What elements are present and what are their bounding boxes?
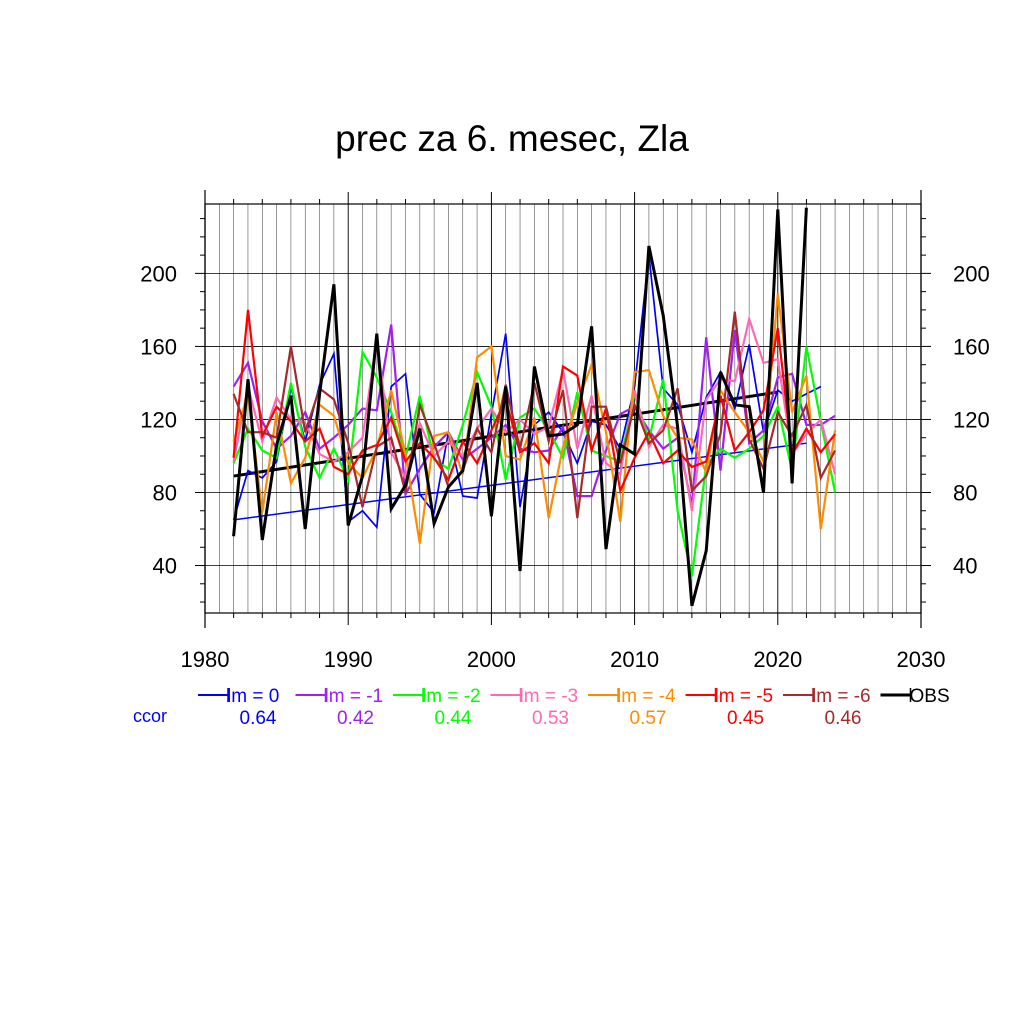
series-line: [232, 207, 808, 607]
series-line: [232, 324, 836, 506]
legend-label: lm = -6: [812, 686, 871, 707]
y-tick-label-right: 40: [953, 554, 977, 579]
axis-ticks: [195, 192, 931, 625]
ccor-value: 0.45: [727, 708, 764, 729]
x-tick-label: 2010: [610, 647, 659, 672]
y-tick-label-left: 160: [140, 334, 177, 359]
ccor-label: ccor: [133, 706, 167, 726]
legend-label: lm = -3: [520, 686, 579, 707]
trend-line: [233, 390, 779, 478]
y-tick-label-left: 120: [140, 407, 177, 432]
x-tick-label: 2030: [897, 647, 946, 672]
ccor-value: 0.57: [630, 708, 667, 729]
ccor-value: 0.46: [825, 708, 862, 729]
y-tick-label-left: 200: [140, 261, 177, 286]
legend-label: lm = -1: [325, 686, 384, 707]
ccor-value: 0.44: [435, 708, 472, 729]
series-line: [232, 346, 837, 577]
legend-label: lm = -2: [422, 686, 481, 707]
y-tick-label-left: 80: [153, 480, 177, 505]
legend-label: OBS: [910, 686, 950, 707]
y-tick-label-left: 40: [153, 554, 177, 579]
ccor-value: 0.64: [240, 708, 277, 729]
x-tick-label: 1990: [324, 647, 373, 672]
y-tick-label-right: 80: [953, 480, 977, 505]
series-line: [232, 314, 837, 511]
legend-label: lm = -5: [715, 686, 774, 707]
y-tick-label-right: 200: [953, 261, 990, 286]
x-tick-label: 1980: [181, 647, 230, 672]
x-tick-label: 2000: [467, 647, 516, 672]
y-tick-label-right: 120: [953, 407, 990, 432]
chart-title: prec za 6. mesec, Zla: [335, 118, 689, 159]
ccor-value: 0.53: [532, 708, 569, 729]
trend-line: [233, 442, 807, 521]
series-line: [232, 293, 837, 544]
legend-label: lm = 0: [227, 686, 279, 707]
data-layer: [232, 207, 837, 607]
ccor-value: 0.42: [337, 708, 374, 729]
y-tick-label-right: 160: [953, 334, 990, 359]
series-line: [232, 309, 836, 495]
legend-label: lm = -4: [617, 686, 676, 707]
x-tick-label: 2020: [753, 647, 802, 672]
